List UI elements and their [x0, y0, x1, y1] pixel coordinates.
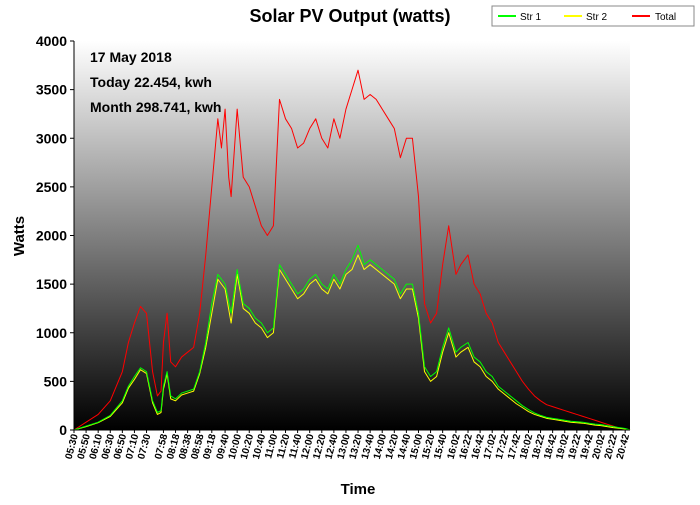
legend-label-str1: Str 1 — [520, 12, 542, 23]
y-tick-label: 2000 — [36, 228, 67, 244]
series-line-total — [73, 69, 631, 431]
legend: Str 1 Str 2 Total — [491, 5, 695, 27]
plot-area-background — [74, 41, 630, 430]
annotation-month-energy: Month 298.741, kwh — [90, 99, 221, 115]
y-tick-label: 500 — [44, 373, 68, 389]
series-line-str-1 — [73, 244, 631, 431]
y-tick-label: 1000 — [36, 325, 67, 341]
series-layer — [73, 69, 631, 431]
annotation-today-energy: Today 22.454, kwh — [90, 74, 212, 90]
legend-box — [491, 5, 695, 27]
legend-label-str2: Str 2 — [586, 12, 608, 23]
y-tick-label: 0 — [59, 422, 67, 438]
y-tick-label: 3500 — [36, 82, 67, 98]
x-axis-label: Time — [341, 481, 376, 498]
y-axis-ticks: 0 500 1000 1500 2000 2500 3000 3500 4000 — [36, 33, 74, 438]
y-tick-label: 4000 — [36, 33, 67, 49]
y-tick-label: 1500 — [36, 276, 67, 292]
y-axis-label: Watts — [11, 216, 28, 256]
series-line-str-2 — [73, 254, 631, 431]
y-tick-label: 2500 — [36, 179, 67, 195]
annotation-date: 17 May 2018 — [90, 49, 172, 65]
chart-title: Solar PV Output (watts) — [249, 6, 450, 26]
legend-label-total: Total — [655, 12, 676, 23]
y-tick-label: 3000 — [36, 130, 67, 146]
